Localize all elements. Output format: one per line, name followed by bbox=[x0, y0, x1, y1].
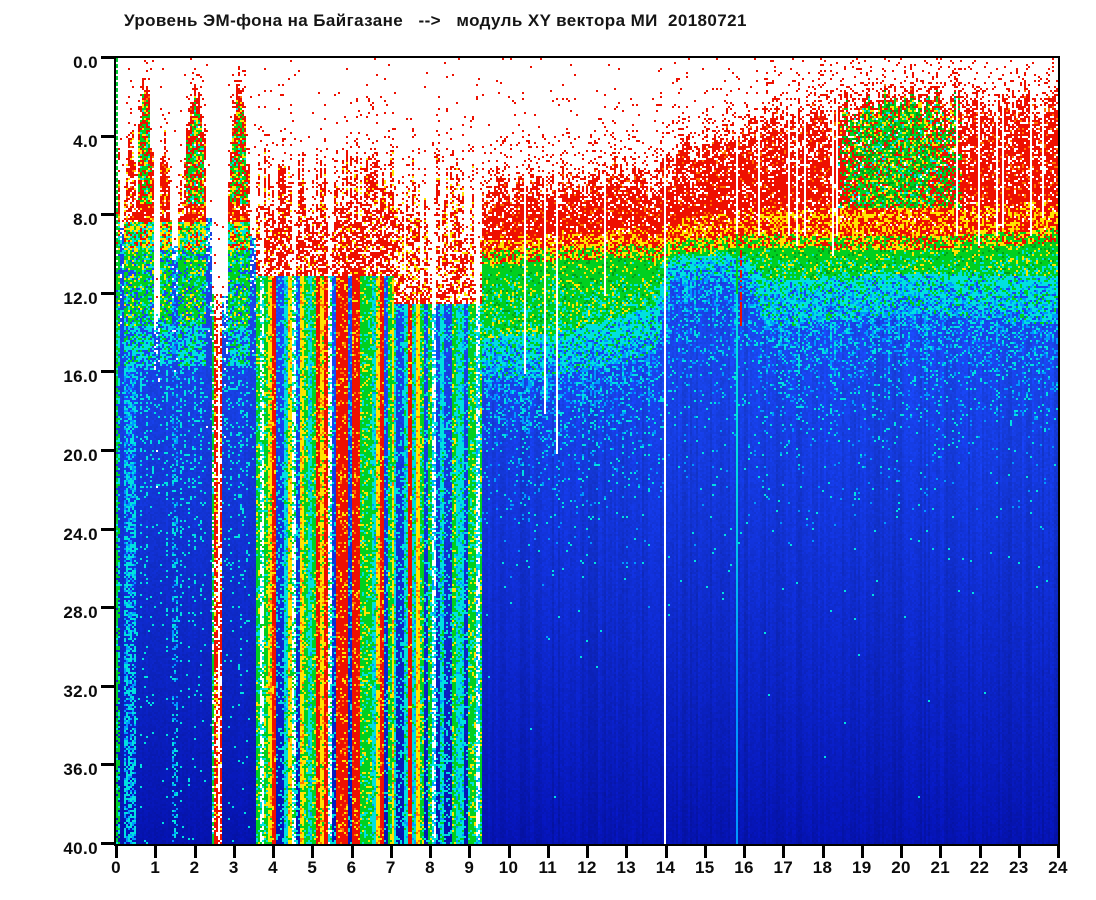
y-tick-label: 32.0 bbox=[63, 681, 98, 701]
x-tick-mark bbox=[586, 846, 589, 858]
x-tick-label: 1 bbox=[150, 858, 161, 877]
y-tick-mark bbox=[101, 134, 114, 138]
x-tick-label: 13 bbox=[616, 858, 636, 877]
x-tick-mark bbox=[703, 846, 707, 858]
x-tick-mark bbox=[468, 846, 472, 858]
x-tick-label: 3 bbox=[228, 858, 239, 877]
x-tick-mark bbox=[193, 846, 197, 858]
x-tick-label: 15 bbox=[694, 858, 715, 877]
y-tick-mark bbox=[101, 684, 114, 688]
x-tick-mark bbox=[389, 846, 393, 858]
x-tick-label: 24 bbox=[1048, 858, 1068, 877]
x-tick-label: 6 bbox=[346, 858, 357, 877]
x-tick-label: 17 bbox=[773, 858, 793, 877]
x-tick-mark bbox=[782, 846, 786, 858]
x-tick-mark bbox=[115, 846, 118, 858]
y-tick-mark bbox=[101, 370, 114, 374]
x-tick-label: 18 bbox=[812, 858, 833, 877]
x-tick-mark bbox=[1017, 846, 1021, 858]
x-tick-label: 0 bbox=[111, 858, 121, 877]
x-tick-mark bbox=[625, 846, 629, 858]
x-tick-label: 20 bbox=[891, 858, 911, 877]
y-tick-mark bbox=[101, 842, 114, 845]
x-tick-mark bbox=[1057, 846, 1060, 858]
y-tick-label: 8.0 bbox=[73, 210, 98, 230]
x-tick-label: 21 bbox=[930, 858, 950, 877]
plot-frame bbox=[114, 56, 1060, 846]
y-tick-label: 28.0 bbox=[63, 603, 98, 623]
y-tick-label: 40.0 bbox=[63, 839, 98, 858]
y-tick-label: 20.0 bbox=[63, 446, 98, 465]
y-tick-label: 12.0 bbox=[63, 288, 98, 308]
x-tick-mark bbox=[664, 846, 668, 858]
x-tick-mark bbox=[743, 846, 746, 858]
y-tick-mark bbox=[101, 56, 114, 59]
y-tick-label: 16.0 bbox=[63, 367, 98, 387]
y-tick-mark bbox=[101, 527, 114, 531]
x-tick-mark bbox=[978, 846, 982, 858]
x-tick-mark bbox=[311, 846, 315, 858]
x-tick-label: 12 bbox=[577, 858, 597, 877]
x-tick-mark bbox=[860, 846, 864, 858]
y-tick-label: 0.0 bbox=[73, 53, 98, 72]
x-tick-label: 10 bbox=[498, 858, 519, 877]
chart-title: Уровень ЭМ-фона на Байгазане --> модуль … bbox=[124, 11, 747, 30]
y-tick-mark bbox=[101, 763, 114, 767]
x-tick-mark bbox=[546, 846, 550, 858]
x-tick-mark bbox=[507, 846, 511, 858]
x-tick-mark bbox=[939, 846, 943, 858]
x-tick-label: 8 bbox=[425, 858, 435, 877]
y-tick-mark bbox=[101, 449, 114, 452]
y-tick-label: 24.0 bbox=[63, 524, 98, 544]
x-tick-mark bbox=[350, 846, 354, 858]
x-tick-label: 7 bbox=[385, 858, 396, 877]
x-tick-mark bbox=[232, 846, 236, 858]
x-tick-label: 4 bbox=[268, 858, 278, 877]
x-tick-mark bbox=[272, 846, 275, 858]
x-tick-mark bbox=[154, 846, 158, 858]
y-tick-label: 4.0 bbox=[73, 131, 98, 151]
y-tick-label: 36.0 bbox=[63, 760, 98, 780]
x-tick-label: 19 bbox=[851, 858, 872, 877]
y-tick-mark bbox=[101, 606, 114, 610]
spectrogram-canvas bbox=[116, 58, 1058, 844]
x-tick-label: 14 bbox=[655, 858, 676, 877]
x-tick-label: 16 bbox=[734, 858, 754, 877]
y-tick-mark bbox=[101, 291, 114, 295]
x-tick-label: 5 bbox=[307, 858, 318, 877]
x-tick-label: 9 bbox=[464, 858, 475, 877]
x-tick-mark bbox=[900, 846, 903, 858]
x-tick-label: 11 bbox=[538, 858, 558, 877]
x-tick-mark bbox=[821, 846, 825, 858]
x-tick-mark bbox=[429, 846, 432, 858]
y-tick-mark bbox=[101, 213, 114, 217]
x-tick-label: 22 bbox=[969, 858, 990, 877]
x-tick-label: 23 bbox=[1008, 858, 1029, 877]
x-tick-label: 2 bbox=[189, 858, 200, 877]
